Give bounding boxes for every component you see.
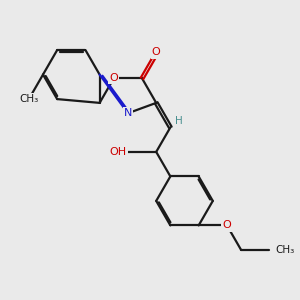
Text: CH₃: CH₃ (19, 94, 38, 104)
Text: CH₃: CH₃ (275, 245, 294, 255)
Text: OH: OH (109, 147, 127, 157)
Text: N: N (124, 108, 132, 118)
Text: O: O (110, 74, 118, 83)
Text: H: H (175, 116, 182, 126)
Text: O: O (223, 220, 231, 230)
Text: O: O (152, 47, 161, 57)
